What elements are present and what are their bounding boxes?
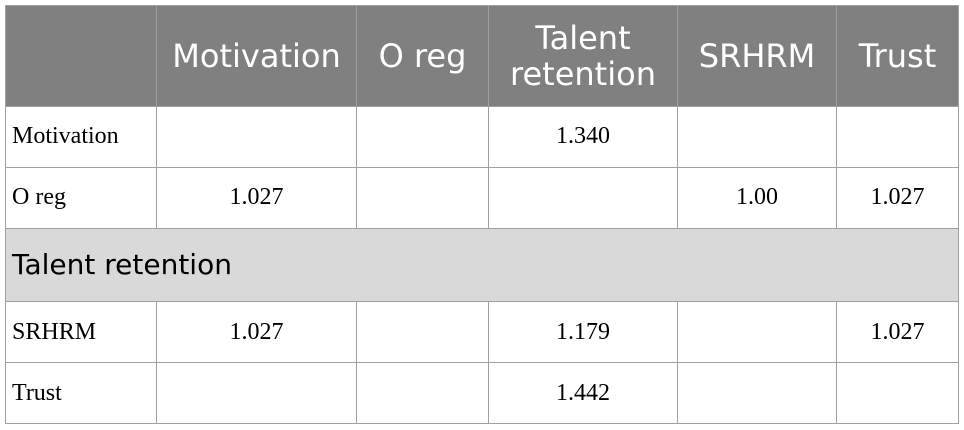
empty-cell bbox=[356, 166, 489, 229]
table-row: SRHRM 1.027 1.179 1.027 bbox=[5, 301, 959, 364]
table-row: Talent retention bbox=[5, 227, 959, 303]
table-row: Motivation 1.340 bbox=[5, 106, 959, 168]
table-row: O reg 1.027 1.00 1.027 bbox=[5, 166, 959, 229]
column-header: Talent retention bbox=[488, 5, 678, 107]
row-label: O reg bbox=[5, 166, 157, 229]
column-header: Motivation bbox=[156, 5, 357, 107]
value-cell: 1.179 bbox=[488, 301, 678, 364]
section-label: Talent retention bbox=[5, 227, 959, 303]
empty-cell bbox=[356, 301, 489, 364]
value-cell: 1.00 bbox=[677, 166, 837, 229]
value-cell: 1.027 bbox=[836, 166, 959, 229]
empty-cell bbox=[677, 106, 837, 168]
data-table: Motivation O reg Talent retention SRHRM Trus… bbox=[5, 5, 959, 424]
empty-cell bbox=[356, 106, 489, 168]
empty-cell bbox=[356, 362, 489, 424]
value-cell: 1.027 bbox=[156, 166, 357, 229]
corner-cell bbox=[5, 5, 157, 107]
empty-cell bbox=[836, 106, 959, 168]
header-row: Motivation O reg Talent retention SRHRM Trus… bbox=[5, 5, 959, 107]
table-row: Trust 1.442 bbox=[5, 362, 959, 424]
empty-cell bbox=[156, 106, 357, 168]
row-label: Motivation bbox=[5, 106, 157, 168]
column-header: SRHRM bbox=[677, 5, 837, 107]
value-cell: 1.442 bbox=[488, 362, 678, 424]
value-cell: 1.027 bbox=[836, 301, 959, 364]
empty-cell bbox=[488, 166, 678, 229]
empty-cell bbox=[156, 362, 357, 424]
column-header: O reg bbox=[356, 5, 489, 107]
row-label: Trust bbox=[5, 362, 157, 424]
column-header: Trust bbox=[836, 5, 959, 107]
row-label: SRHRM bbox=[5, 301, 157, 364]
empty-cell bbox=[677, 362, 837, 424]
empty-cell bbox=[677, 301, 837, 364]
value-cell: 1.027 bbox=[156, 301, 357, 364]
empty-cell bbox=[836, 362, 959, 424]
value-cell: 1.340 bbox=[488, 106, 678, 168]
